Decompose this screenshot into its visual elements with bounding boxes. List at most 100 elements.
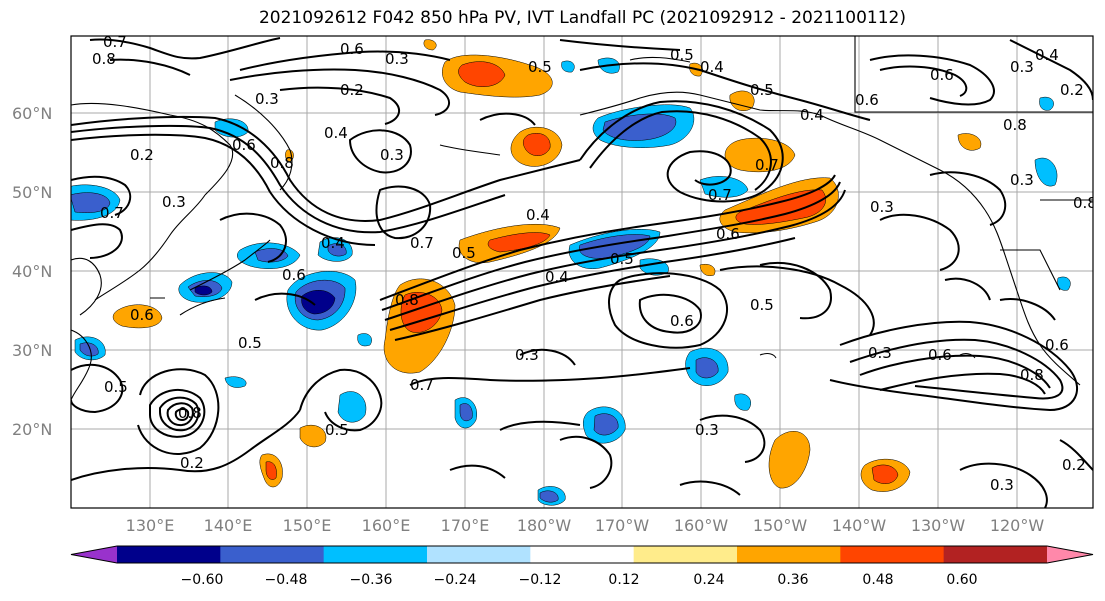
colorbar-segment	[427, 546, 531, 563]
contour-label: 0.4	[700, 58, 724, 76]
colorbar-tick-label: −0.24	[434, 572, 477, 588]
lat-label: 50°N	[12, 183, 52, 202]
contour-label: 0.5	[610, 250, 634, 268]
contour-label: 0.3	[1010, 171, 1034, 189]
map-title: 2021092612 F042 850 hPa PV, IVT Landfall…	[258, 8, 906, 28]
colorbar-tick-label: −0.60	[181, 572, 224, 588]
contour-label: 0.3	[695, 421, 719, 439]
lat-label: 40°N	[12, 262, 52, 281]
colorbar-segment	[530, 546, 635, 563]
lon-label: 180°W	[517, 516, 572, 535]
contour-labels: 0.7 0.8 0.6 0.2 0.3 0.5 0.4 0.3 0.2 0.6 …	[92, 33, 1097, 494]
contour-label: 0.7	[410, 376, 434, 394]
negative-anomaly-fills	[71, 57, 1071, 506]
contour-label: 0.2	[1062, 456, 1086, 474]
contour-label: 0.6	[855, 91, 879, 109]
contour-label: 0.3	[515, 346, 539, 364]
colorbar-tick-label: −0.12	[519, 572, 562, 588]
contour-label: 0.7	[708, 186, 732, 204]
lon-label: 120°W	[990, 516, 1045, 535]
contour-label: 0.6	[1045, 336, 1069, 354]
contour-label: 0.3	[870, 198, 894, 216]
contour-label: 0.5	[238, 334, 262, 352]
contour-label: 0.8	[1020, 366, 1044, 384]
lat-label: 60°N	[12, 104, 52, 123]
contour-label: 0.5	[325, 421, 349, 439]
contour-label: 0.3	[380, 146, 404, 164]
colorbar-tick-label: 0.60	[946, 572, 977, 588]
contour-label: 0.8	[92, 50, 116, 68]
lon-label: 160°E	[362, 516, 411, 535]
lon-label: 150°W	[753, 516, 808, 535]
contour-label: 0.3	[255, 90, 279, 108]
contour-label: 0.6	[670, 312, 694, 330]
colorbar-outline	[70, 545, 1094, 564]
contour-label: 0.8	[270, 154, 294, 172]
lon-label: 130°E	[126, 516, 175, 535]
colorbar	[70, 545, 1094, 564]
lon-label: 170°W	[595, 516, 650, 535]
lon-label: 130°W	[911, 516, 966, 535]
contour-label: 0.2	[130, 146, 154, 164]
contour-label: 0.4	[526, 206, 550, 224]
lon-label: 160°W	[674, 516, 729, 535]
contour-label: 0.3	[385, 50, 409, 68]
contour-label: 0.8	[1073, 194, 1097, 212]
contour-label: 0.2	[1060, 81, 1084, 99]
contour-label: 0.8	[178, 404, 202, 422]
colorbar-segment	[840, 546, 945, 563]
contour-label: 0.3	[1010, 58, 1034, 76]
pv-contours	[71, 37, 1093, 508]
contour-label: 0.6	[930, 66, 954, 84]
colorbar-tick-label: 0.36	[777, 572, 808, 588]
contour-label: 0.7	[100, 204, 124, 222]
colorbar-segment	[633, 546, 738, 563]
colorbar-segment	[117, 546, 221, 563]
colorbar-extend-max	[1047, 546, 1093, 563]
contour-label: 0.6	[130, 306, 154, 324]
contour-label: 0.5	[104, 378, 128, 396]
colorbar-tick-label: −0.36	[350, 572, 393, 588]
contour-label: 0.6	[282, 266, 306, 284]
map-frame	[70, 35, 1094, 509]
contour-label: 0.6	[716, 225, 740, 243]
latitude-labels: 60°N 50°N 40°N 30°N 20°N	[12, 104, 52, 439]
lon-label: 150°E	[283, 516, 332, 535]
colorbar-segment	[943, 546, 1048, 563]
contour-label: 0.6	[340, 40, 364, 58]
contour-label: 0.5	[528, 58, 552, 76]
contour-label: 0.5	[750, 296, 774, 314]
contour-label: 0.6	[232, 136, 256, 154]
colorbar-segment	[220, 546, 325, 563]
contour-label: 0.5	[452, 244, 476, 262]
contour-label: 0.3	[868, 344, 892, 362]
colorbar-labels: −0.60 −0.48 −0.36 −0.24 −0.12 0.12 0.24 …	[181, 572, 978, 588]
contour-label: 0.2	[340, 81, 364, 99]
contour-label: 0.5	[670, 46, 694, 64]
contour-label: 0.3	[162, 193, 186, 211]
contour-label: 0.7	[103, 33, 127, 51]
contour-label: 0.4	[1035, 46, 1059, 64]
contour-label: 0.4	[324, 124, 348, 142]
contour-label: 0.4	[321, 234, 345, 252]
lat-label: 20°N	[12, 420, 52, 439]
contour-label: 0.5	[750, 81, 774, 99]
longitude-labels: 130°E 140°E 150°E 160°E 170°E 180°W 170°…	[126, 516, 1045, 535]
colorbar-tick-label: −0.48	[265, 572, 308, 588]
contour-label: 0.4	[545, 268, 569, 286]
lat-label: 30°N	[12, 341, 52, 360]
contour-label: 0.3	[990, 476, 1014, 494]
colorbar-tick-label: 0.48	[862, 572, 893, 588]
contour-label: 0.8	[395, 291, 419, 309]
colorbar-extend-min	[71, 546, 117, 563]
colorbar-tick-label: 0.24	[693, 572, 724, 588]
contour-label: 0.2	[180, 454, 204, 472]
lon-label: 140°E	[204, 516, 253, 535]
thin-contours	[150, 297, 976, 359]
contour-label: 0.4	[800, 106, 824, 124]
lon-label: 140°W	[832, 516, 887, 535]
contour-label: 0.7	[410, 234, 434, 252]
contour-label: 0.6	[928, 346, 952, 364]
colorbar-segment	[737, 546, 841, 563]
